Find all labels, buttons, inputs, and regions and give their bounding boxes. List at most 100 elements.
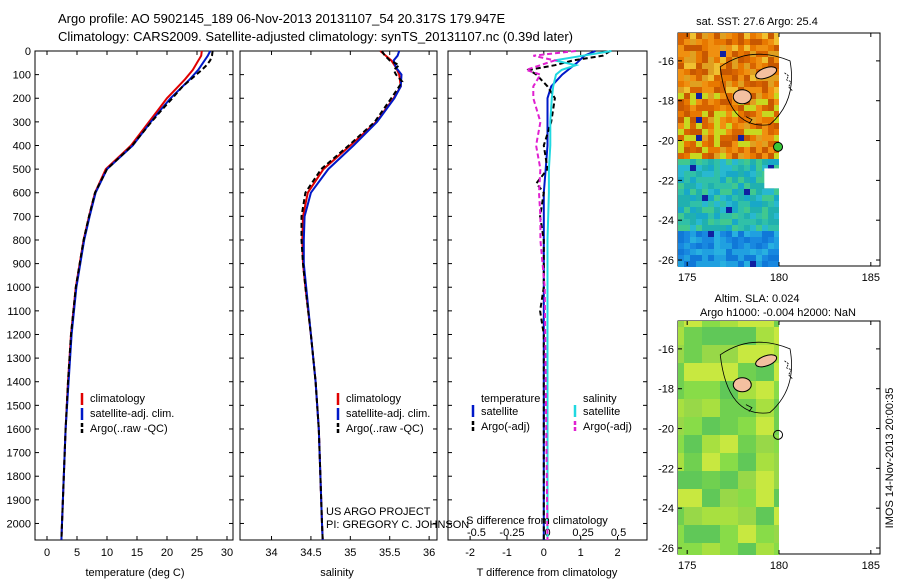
map-cell [684,435,690,441]
map-cell [714,435,720,441]
map-cell [708,363,714,369]
map-cell [768,459,774,465]
map-cell [690,387,696,393]
map-cell [720,129,726,135]
map-cell [768,87,774,93]
map-cell [774,333,779,339]
salinity-panel: 34 34.5 35 35.5 36 [239,50,438,559]
map-cell [756,99,762,105]
map-cell [690,369,696,375]
map-cell [720,477,726,483]
map-cell [714,75,720,81]
map-cell [702,375,708,381]
map-cell [732,189,738,195]
map-cell [690,153,696,159]
map-cell [756,87,762,93]
map-cell [756,549,762,555]
map-cell [684,471,690,477]
map-cell [756,33,762,39]
map-cell [702,171,708,177]
map-cell [762,261,768,267]
map-cell [714,387,720,393]
map-cell [744,129,750,135]
map-cell [738,39,744,45]
map-cell [756,429,762,435]
map-cell [678,429,684,435]
map-cell [762,453,768,459]
map-cell [702,51,708,57]
map-cell [738,429,744,435]
map-cell [696,351,702,357]
map-cell [720,345,726,351]
map-cell [684,537,690,543]
map-cell [750,201,756,207]
map-cell [744,63,750,69]
map-cell [762,399,768,405]
map-cell [750,153,756,159]
map-cell [720,387,726,393]
map-cell [744,429,750,435]
map-cell [762,531,768,537]
y-tick-label: -26 [658,255,674,267]
map-cell [708,99,714,105]
map-cell [768,129,774,135]
map-cell [714,225,720,231]
map-cell [750,207,756,213]
map-cell [720,513,726,519]
map-cell [684,75,690,81]
map-cell [678,471,684,477]
map-cell [756,417,762,423]
map-cell [756,501,762,507]
map-cell [696,165,702,171]
map-cell [756,225,762,231]
map-cell [732,333,738,339]
map-cell [714,33,720,39]
map-cell [768,195,774,201]
map-cell [768,201,774,207]
map-cell [708,57,714,63]
map-cell [708,543,714,549]
map-cell [732,339,738,345]
map-cell [708,453,714,459]
map-cell [762,87,768,93]
x2-tick-label: 0.25 [572,527,593,539]
map-cell [750,525,756,531]
legend-label-climatology: climatology [90,393,146,405]
map-cell [678,387,684,393]
map-cell [750,123,756,129]
map-cell [726,369,732,375]
map-cell [768,531,774,537]
map-cell [744,483,750,489]
map-cell [684,507,690,513]
map-cell [762,519,768,525]
map-cell [696,441,702,447]
map-mask [764,168,779,189]
map-cell [714,351,720,357]
map-cell [684,63,690,69]
map-cell [726,81,732,87]
map-cell [696,195,702,201]
map-cell [708,525,714,531]
map-cell [744,195,750,201]
map-cell [762,423,768,429]
map-cell [720,447,726,453]
map-cell [720,465,726,471]
x-tick-label: -2 [465,547,475,559]
map-cell [684,81,690,87]
map-cell [768,255,774,261]
map-cell [690,195,696,201]
map-cell [702,537,708,543]
map-cell [690,249,696,255]
map-cell [762,63,768,69]
map-cell [768,381,774,387]
map-cell [684,375,690,381]
map-cell [750,81,756,87]
map-cell [714,381,720,387]
map-cell [684,135,690,141]
map-cell [696,159,702,165]
map-cell [714,51,720,57]
map-cell [702,39,708,45]
map-cell [708,495,714,501]
map-cell [726,345,732,351]
map-cell [732,351,738,357]
